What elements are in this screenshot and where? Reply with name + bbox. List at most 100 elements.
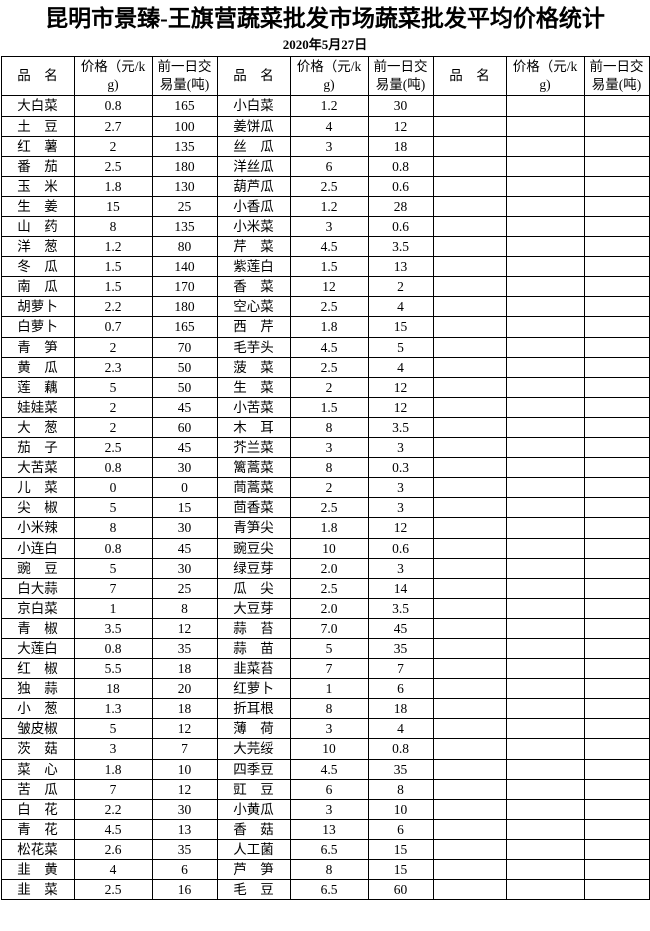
page-title: 昆明市景臻-王旗营蔬菜批发市场蔬菜批发平均价格统计 (45, 6, 605, 31)
price-cell: 7.0 (289, 617, 369, 639)
product-name-cell: 大 葱 (0, 416, 75, 439)
price-cell: 1.8 (73, 175, 153, 197)
volume-cell: 170 (151, 276, 218, 298)
price-cell (505, 758, 585, 780)
price-cell (505, 858, 585, 881)
volume-cell (583, 95, 650, 117)
table-row: 生 姜 15 25 小香瓜 1.2 28 (0, 195, 650, 218)
table-row: 尖 椒 5 15 茴香菜 2.5 3 (0, 497, 650, 519)
table-row: 大苦菜 0.8 30 篱蒿菜 8 0.3 (0, 457, 650, 479)
price-cell (505, 316, 585, 338)
price-cell: 0.8 (73, 537, 153, 559)
price-cell: 2.3 (73, 356, 153, 378)
price-cell: 0.7 (73, 316, 153, 338)
volume-cell: 35 (367, 758, 434, 780)
table-row: 小 葱 1.3 18 折耳根 8 18 (0, 698, 650, 720)
product-name-cell (432, 637, 507, 660)
report-date: 2020年5月27日 (282, 37, 368, 53)
price-cell: 3 (289, 718, 369, 740)
product-name-cell: 冬 瓜 (0, 256, 75, 278)
volume-cell: 25 (151, 195, 218, 218)
volume-cell: 165 (151, 316, 218, 338)
product-name-cell: 篱蒿菜 (216, 457, 291, 479)
price-cell: 12 (289, 276, 369, 298)
volume-cell: 45 (151, 396, 218, 418)
volume-cell: 3.5 (367, 597, 434, 619)
price-cell (505, 658, 585, 680)
table-row: 莲 藕 5 50 生 菜 2 12 (0, 376, 650, 398)
product-name-cell: 白大蒜 (0, 577, 75, 599)
volume-cell: 3 (367, 477, 434, 499)
volume-cell: 12 (151, 718, 218, 740)
price-cell: 2.6 (73, 838, 153, 861)
volume-cell: 15 (367, 838, 434, 861)
volume-cell (583, 296, 650, 318)
product-name-cell: 木 耳 (216, 416, 291, 439)
table-row: 大 葱 2 60 木 耳 8 3.5 (0, 416, 650, 439)
price-cell (505, 195, 585, 218)
product-name-cell: 儿 菜 (0, 477, 75, 499)
price-header: 价格（元/kg) (73, 56, 153, 97)
price-cell (505, 838, 585, 861)
product-name-cell: 松花菜 (0, 838, 75, 861)
product-name-cell (432, 838, 507, 861)
product-name-cell: 薄 荷 (216, 718, 291, 740)
table-row: 青 椒 3.5 12 蒜 苔 7.0 45 (0, 617, 650, 639)
product-name-cell (432, 437, 507, 459)
volume-cell: 4 (367, 356, 434, 378)
volume-cell: 45 (151, 437, 218, 459)
price-cell: 6.5 (289, 838, 369, 861)
product-name-cell: 胡萝卜 (0, 296, 75, 318)
volume-cell (583, 678, 650, 700)
volume-cell: 3 (367, 437, 434, 459)
volume-cell: 6 (367, 678, 434, 700)
volume-cell: 100 (151, 115, 218, 137)
product-name-cell (432, 336, 507, 358)
volume-cell (583, 879, 650, 901)
product-name-cell: 芹 菜 (216, 236, 291, 258)
volume-cell: 18 (151, 698, 218, 720)
volume-cell (583, 175, 650, 197)
product-name-cell: 菠 菜 (216, 356, 291, 378)
price-cell (505, 356, 585, 378)
price-table: 品 名 价格（元/kg) 前一日交易量(吨) 品 名 价格（元/kg) 前一日交… (0, 56, 650, 901)
volume-cell (583, 718, 650, 740)
volume-cell: 0.8 (367, 155, 434, 177)
product-name-cell: 丝 瓜 (216, 135, 291, 157)
price-cell: 1.3 (73, 698, 153, 720)
price-cell: 3 (289, 798, 369, 820)
volume-cell (583, 597, 650, 619)
volume-cell: 10 (151, 758, 218, 780)
price-cell: 3 (289, 135, 369, 157)
price-cell (505, 517, 585, 539)
volume-cell: 3 (367, 497, 434, 519)
volume-cell: 0 (151, 477, 218, 499)
price-cell: 5 (289, 637, 369, 660)
price-cell (505, 577, 585, 599)
product-name-cell: 洋 葱 (0, 236, 75, 258)
price-cell: 8 (73, 517, 153, 539)
product-name-cell (432, 597, 507, 619)
price-cell (505, 376, 585, 398)
product-name-cell: 生 菜 (216, 376, 291, 398)
volume-cell: 18 (367, 135, 434, 157)
price-cell (505, 256, 585, 278)
product-name-cell (432, 115, 507, 137)
product-name-cell: 空心菜 (216, 296, 291, 318)
price-cell (505, 678, 585, 700)
volume-cell (583, 517, 650, 539)
volume-cell: 60 (151, 416, 218, 439)
product-name-cell (432, 718, 507, 740)
price-cell: 2 (73, 135, 153, 157)
volume-cell: 135 (151, 215, 218, 238)
volume-cell: 80 (151, 236, 218, 258)
product-name-header: 品 名 (0, 56, 75, 97)
volume-cell (583, 698, 650, 720)
volume-cell: 70 (151, 336, 218, 358)
product-name-cell: 豇 豆 (216, 778, 291, 800)
price-cell: 8 (289, 416, 369, 439)
price-cell: 0.8 (73, 95, 153, 117)
table-row: 京白菜 1 8 大豆芽 2.0 3.5 (0, 597, 650, 619)
product-name-cell (432, 577, 507, 599)
volume-cell (583, 477, 650, 499)
